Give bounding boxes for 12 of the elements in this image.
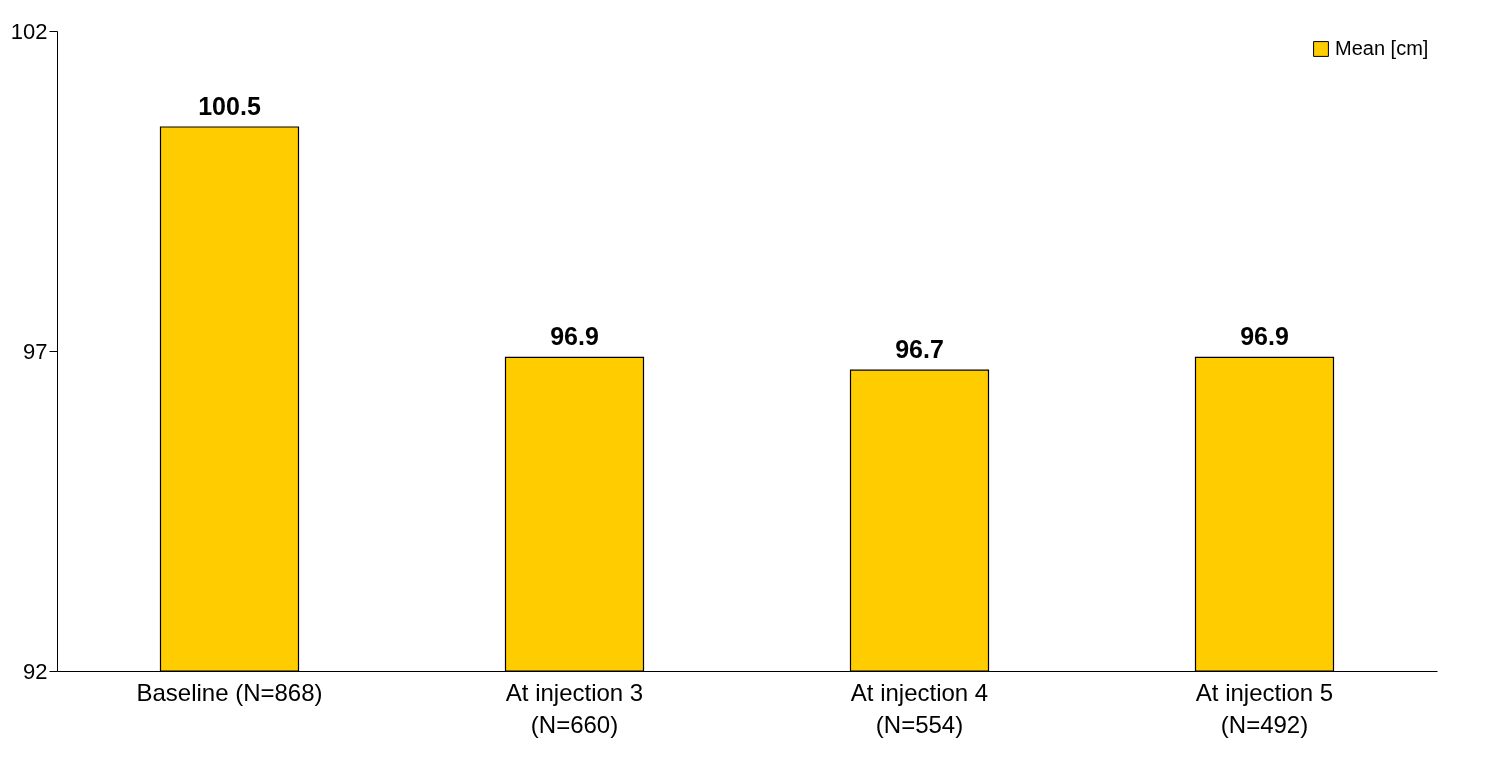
data-label: 100.5 [198, 92, 261, 120]
data-label: 96.9 [550, 322, 599, 351]
x-tick-label: At injection 4 (N=554) [850, 678, 989, 738]
legend-label: Mean [cm] [1335, 37, 1429, 59]
data-label: 96.9 [1240, 322, 1289, 351]
x-tick-label: At injection 3 (N=660) [505, 678, 644, 738]
x-tick-label: Baseline (N=868) [136, 678, 323, 706]
x-tick-label: At injection 5 (N=492) [1195, 678, 1334, 738]
data-label: 96.7 [895, 335, 944, 364]
y-tick-label: 97 [23, 338, 48, 364]
y-tick-label: 92 [23, 658, 48, 684]
y-tick-label: 102 [10, 18, 48, 44]
